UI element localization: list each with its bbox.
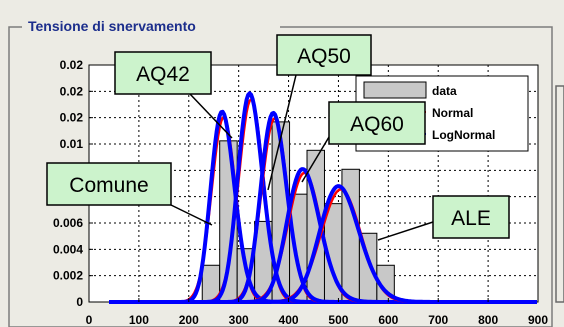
callout-pointer (301, 136, 330, 183)
x-tick-label: 100 (129, 313, 149, 327)
x-tick-label: 800 (478, 313, 498, 327)
lognormal-fit-curve (108, 184, 538, 304)
callout-pointer (267, 74, 297, 191)
side-panel-edge (555, 85, 564, 303)
callout-label: Comune (69, 174, 148, 197)
callout-box (276, 34, 372, 76)
legend-label: LogNormal (432, 128, 495, 142)
y-tick-label: 0.004 (53, 242, 83, 256)
callout-pointer (377, 221, 434, 241)
group-box-frame (8, 26, 553, 327)
callout-label: AQ50 (297, 45, 351, 68)
x-tick-label: 600 (378, 313, 398, 327)
legend-label: Normal (432, 106, 473, 120)
y-tick-label: 0.006 (53, 216, 83, 230)
x-tick-label: 500 (328, 313, 348, 327)
callout-box (114, 51, 212, 95)
x-tick-label: 0 (86, 313, 93, 327)
group-title-backdrop (22, 14, 280, 36)
callout-pointer (170, 204, 213, 226)
y-tick-label: 0.01 (60, 137, 84, 151)
callout-box (46, 162, 172, 206)
y-tick-label: 0.02 (60, 111, 84, 125)
legend-label: data (432, 84, 457, 98)
y-tick-label: 0.02 (60, 84, 84, 98)
x-tick-label: 900 (528, 313, 548, 327)
fit-curves (108, 91, 538, 304)
callout-pointer (189, 93, 233, 139)
x-tick-label: 200 (179, 313, 199, 327)
x-tick-label: 700 (428, 313, 448, 327)
callout-box (328, 101, 426, 145)
x-tick-label: 400 (279, 313, 299, 327)
legend-swatch-data (363, 81, 427, 99)
y-tick-label: 0.002 (53, 269, 83, 283)
x-tick-label: 300 (229, 313, 249, 327)
callout-box (432, 195, 510, 239)
callout-label: AQ42 (136, 63, 190, 86)
callout-label: ALE (451, 207, 491, 230)
y-tick-label: 0 (76, 295, 83, 309)
x-axis: 0 100 200 300 400 500 600 700 800 900 (86, 298, 548, 327)
group-title: Tensione di snervamento (28, 18, 196, 34)
callouts: Comune AQ42 AQ50 AQ60 ALE (46, 34, 510, 241)
y-tick-label: 0.02 (60, 58, 84, 72)
callout-label: AQ60 (350, 113, 404, 136)
